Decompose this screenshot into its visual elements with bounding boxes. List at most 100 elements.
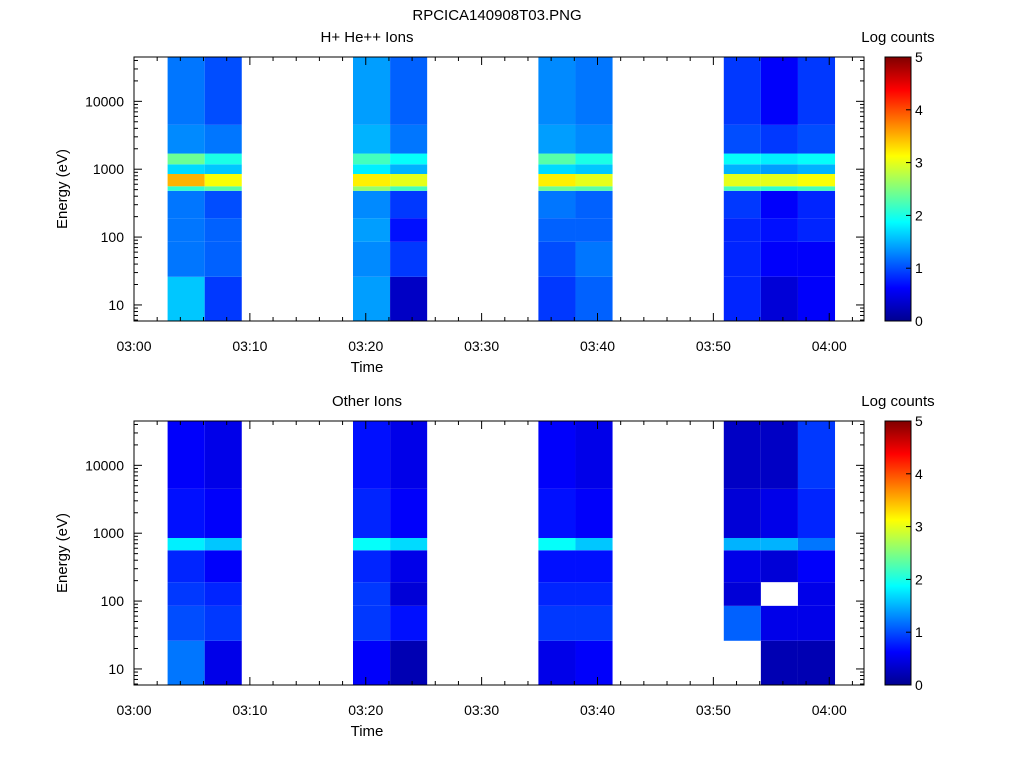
heatmap-cell xyxy=(797,190,836,219)
heatmap-cell xyxy=(760,218,798,242)
plot-frame xyxy=(133,56,865,322)
heatmap-cell xyxy=(797,605,836,641)
heatmap-cell xyxy=(760,190,798,219)
heatmap-cell xyxy=(575,218,613,242)
x-tick-label: 03:10 xyxy=(232,338,267,354)
heatmap-cell xyxy=(723,276,761,321)
heatmap-cell xyxy=(538,164,576,174)
colorbar-tick-label: 0 xyxy=(915,313,923,329)
panel-h-he-ions: 03:00 03:10 03:20 03:30 03:40 03:50 04:0010100… xyxy=(54,29,935,376)
heatmap-cell xyxy=(538,488,576,538)
heatmap-cell xyxy=(797,186,836,191)
heatmap-cell xyxy=(167,640,205,685)
heatmap-cell xyxy=(167,173,205,187)
colorbar-tick-label: 3 xyxy=(915,155,923,171)
colorbar-label: Log counts xyxy=(861,393,934,410)
heatmap-cell xyxy=(353,218,391,242)
heatmap-cell xyxy=(204,537,242,551)
x-tick-label: 03:20 xyxy=(348,702,383,718)
heatmap-cell xyxy=(390,276,428,321)
heatmap-cell xyxy=(760,537,798,551)
heatmap-cell xyxy=(167,605,205,641)
heatmap-cell xyxy=(575,57,613,125)
heatmap-cell xyxy=(353,276,391,321)
x-tick-label: 03:20 xyxy=(348,338,383,354)
heatmap-cell xyxy=(353,186,391,191)
heatmap-cell xyxy=(204,582,242,606)
heatmap-cell xyxy=(760,241,798,277)
heatmap-cell xyxy=(353,582,391,606)
x-tick-label: 03:30 xyxy=(464,702,499,718)
heatmap-cell xyxy=(204,186,242,191)
heatmap-cell xyxy=(575,186,613,191)
heatmap-cell xyxy=(167,153,205,165)
heatmap-cell xyxy=(390,173,428,187)
heatmap-cell xyxy=(538,218,576,242)
heatmap-cell xyxy=(723,537,761,551)
heatmap-cell xyxy=(760,640,798,685)
heatmap-cell xyxy=(723,218,761,242)
heatmap-cells xyxy=(167,57,836,321)
heatmap-cell xyxy=(538,276,576,321)
heatmap-cell xyxy=(390,550,428,583)
heatmap-cell xyxy=(575,241,613,277)
heatmap-cells xyxy=(167,421,836,685)
heatmap-cell xyxy=(204,276,242,321)
heatmap-cell xyxy=(760,164,798,174)
heatmap-cell xyxy=(390,218,428,242)
heatmap-cell xyxy=(538,241,576,277)
heatmap-cell xyxy=(167,276,205,321)
heatmap-cell xyxy=(167,218,205,242)
x-tick-label: 03:50 xyxy=(696,338,731,354)
heatmap-cell xyxy=(538,421,576,489)
heatmap-cell xyxy=(575,421,613,489)
heatmap-cell xyxy=(390,186,428,191)
heatmap-cell xyxy=(797,550,836,583)
heatmap-cell xyxy=(390,57,428,125)
heatmap-cell xyxy=(760,605,798,641)
heatmap-cell xyxy=(204,241,242,277)
x-tick-label: 03:00 xyxy=(116,338,151,354)
heatmap-cell xyxy=(353,605,391,641)
heatmap-cell xyxy=(723,605,761,641)
heatmap-cell xyxy=(797,57,836,125)
heatmap-cell xyxy=(390,537,428,551)
colorbar xyxy=(884,56,912,322)
heatmap-cell xyxy=(390,421,428,489)
heatmap-cell xyxy=(204,173,242,187)
heatmap-cell xyxy=(538,57,576,125)
heatmap-cell xyxy=(390,164,428,174)
colorbar-tick-label: 1 xyxy=(915,260,923,276)
heatmap-cell xyxy=(353,488,391,538)
heatmap-cell xyxy=(723,186,761,191)
x-axis-title: Time xyxy=(351,359,384,376)
colorbar-tick-label: 1 xyxy=(915,624,923,640)
y-axis-title: Energy (eV) xyxy=(54,149,71,229)
heatmap-cell xyxy=(204,190,242,219)
heatmap-cell xyxy=(538,153,576,165)
heatmap-cell xyxy=(167,57,205,125)
heatmap-cell xyxy=(797,582,836,606)
heatmap-cell xyxy=(797,488,836,538)
heatmap-cell xyxy=(723,421,761,489)
heatmap-cell xyxy=(575,582,613,606)
y-tick-label: 1000 xyxy=(93,525,124,541)
x-tick-label: 03:10 xyxy=(232,702,267,718)
heatmap-cell xyxy=(575,153,613,165)
heatmap-cell xyxy=(204,57,242,125)
heatmap-cell xyxy=(797,537,836,551)
heatmap-cell xyxy=(390,153,428,165)
heatmap-cell xyxy=(760,276,798,321)
heatmap-cell xyxy=(167,241,205,277)
colorbar-tick-label: 5 xyxy=(915,413,923,429)
x-tick-label: 04:00 xyxy=(812,702,847,718)
heatmap-cell xyxy=(167,582,205,606)
heatmap-cell xyxy=(353,537,391,551)
heatmap-cell xyxy=(204,124,242,154)
heatmap-cell xyxy=(797,218,836,242)
heatmap-cell xyxy=(390,190,428,219)
heatmap-cell xyxy=(167,124,205,154)
colorbar-tick-label: 0 xyxy=(915,677,923,693)
